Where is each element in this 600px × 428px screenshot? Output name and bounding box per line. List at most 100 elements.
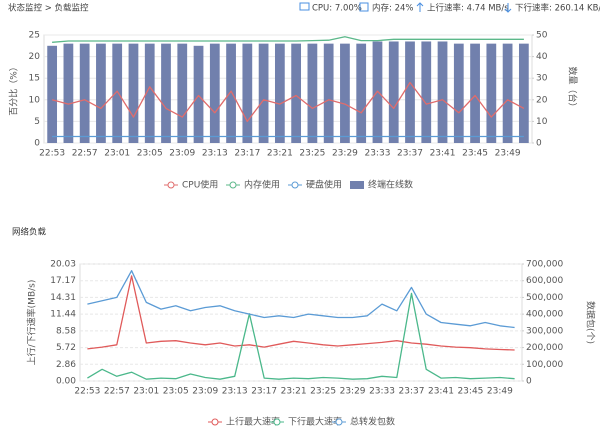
y2-tick-label: 50 xyxy=(536,31,548,41)
bar xyxy=(453,43,464,143)
y2-axis-label: 数量（台） xyxy=(567,66,579,111)
section-title: 网络负载 xyxy=(12,227,47,238)
legend-swatch[interactable] xyxy=(350,181,364,189)
x-tick-label: 23:37 xyxy=(399,387,425,397)
bar xyxy=(112,43,123,143)
y2-tick-label: 300,000 xyxy=(526,326,563,336)
x-tick-label: 22:53 xyxy=(74,387,100,397)
legend-label[interactable]: 总转发包数 xyxy=(350,416,395,428)
bar xyxy=(291,43,302,143)
bar xyxy=(307,43,318,143)
bar xyxy=(340,43,350,143)
bar xyxy=(502,43,513,143)
y-tick-label: 20 xyxy=(29,52,41,62)
download-icon xyxy=(504,3,512,13)
x-tick-label: 23:37 xyxy=(397,149,423,159)
legend-marker xyxy=(273,418,281,426)
bar xyxy=(96,43,106,143)
y2-tick-label: 40 xyxy=(536,52,548,62)
y2-tick-label: 20 xyxy=(536,95,548,105)
bar xyxy=(144,43,155,143)
legend-label[interactable]: 内存使用 xyxy=(244,179,280,191)
download-status: 下行速率: 260.14 KB/s xyxy=(515,3,600,14)
y2-tick-label: 10 xyxy=(536,117,548,127)
x-tick-label: 23:29 xyxy=(332,149,358,159)
cpu-icon xyxy=(299,2,310,11)
y-tick-label: 0.00 xyxy=(56,377,76,387)
bar xyxy=(323,43,334,143)
bar xyxy=(79,43,90,143)
x-tick-label: 23:09 xyxy=(169,149,195,159)
bar xyxy=(161,43,171,143)
legend-label[interactable]: CPU使用 xyxy=(182,179,218,191)
bar xyxy=(209,43,220,143)
bar xyxy=(356,43,367,143)
y-tick-label: 15 xyxy=(29,74,40,84)
y-tick-label: 17.17 xyxy=(50,276,76,286)
x-tick-label: 22:57 xyxy=(72,149,98,159)
x-tick-label: 23:01 xyxy=(104,149,130,159)
x-tick-label: 23:25 xyxy=(299,149,325,159)
bar xyxy=(518,43,529,143)
breadcrumb[interactable]: 状态监控 > 负载监控 xyxy=(8,3,89,14)
x-tick-label: 23:49 xyxy=(495,149,521,159)
x-tick-label: 23:01 xyxy=(133,387,159,397)
y-axis-label: 上行/下行速率(MB/s) xyxy=(26,280,38,366)
y2-tick-label: 200,000 xyxy=(526,343,563,353)
legend-label[interactable]: 终端在线数 xyxy=(368,179,413,191)
legend-marker xyxy=(211,418,219,426)
x-tick-label: 23:17 xyxy=(234,149,260,159)
legend-marker xyxy=(229,181,237,189)
legend-label[interactable]: 硬盘使用 xyxy=(306,179,342,191)
bar xyxy=(47,45,58,143)
bar xyxy=(388,41,399,144)
y-tick-label: 5 xyxy=(34,117,40,127)
y-tick-label: 2.86 xyxy=(56,360,76,370)
x-tick-label: 23:09 xyxy=(192,387,218,397)
bar xyxy=(226,43,236,143)
line-series xyxy=(87,270,515,329)
x-tick-label: 23:49 xyxy=(487,387,513,397)
y2-tick-label: 100,000 xyxy=(526,360,563,370)
bar xyxy=(486,43,497,143)
bar xyxy=(177,43,188,143)
x-tick-label: 22:53 xyxy=(39,149,65,159)
upload-icon xyxy=(416,2,424,12)
x-tick-label: 23:45 xyxy=(462,149,488,159)
bar xyxy=(193,45,204,143)
x-tick-label: 23:05 xyxy=(163,387,189,397)
bar xyxy=(258,43,269,143)
y-tick-label: 25 xyxy=(29,31,40,41)
x-tick-label: 23:13 xyxy=(202,149,228,159)
y-tick-label: 10 xyxy=(29,95,41,105)
legend-label[interactable]: 下行最大速率 xyxy=(288,416,342,428)
line-series xyxy=(87,275,515,351)
x-tick-label: 23:41 xyxy=(428,387,454,397)
line-series xyxy=(87,292,515,380)
x-tick-label: 23:41 xyxy=(430,149,456,159)
bar xyxy=(128,43,139,143)
x-tick-label: 23:13 xyxy=(222,387,248,397)
y-tick-label: 20.03 xyxy=(50,260,76,270)
bar xyxy=(242,43,253,143)
legend-label[interactable]: 上行最大速率 xyxy=(226,416,280,428)
y-tick-label: 0 xyxy=(34,139,40,149)
plot-frame xyxy=(79,263,523,382)
legend-marker xyxy=(167,181,175,189)
y2-axis-label: 数据包(个) xyxy=(585,301,597,344)
x-tick-label: 22:57 xyxy=(104,387,130,397)
cpu-status: CPU: 7.00% xyxy=(312,4,362,14)
y-tick-label: 11.44 xyxy=(50,310,76,320)
line-series xyxy=(52,36,524,43)
memory-status: 内存: 24% xyxy=(372,3,413,14)
memory-icon xyxy=(359,2,369,12)
line-series xyxy=(51,81,525,123)
x-tick-label: 23:05 xyxy=(137,149,163,159)
bar xyxy=(437,41,448,144)
y2-tick-label: 30 xyxy=(536,74,548,84)
legend-marker xyxy=(335,418,343,426)
x-tick-label: 23:25 xyxy=(310,387,336,397)
bar xyxy=(63,43,74,143)
y-tick-label: 8.58 xyxy=(56,326,76,336)
